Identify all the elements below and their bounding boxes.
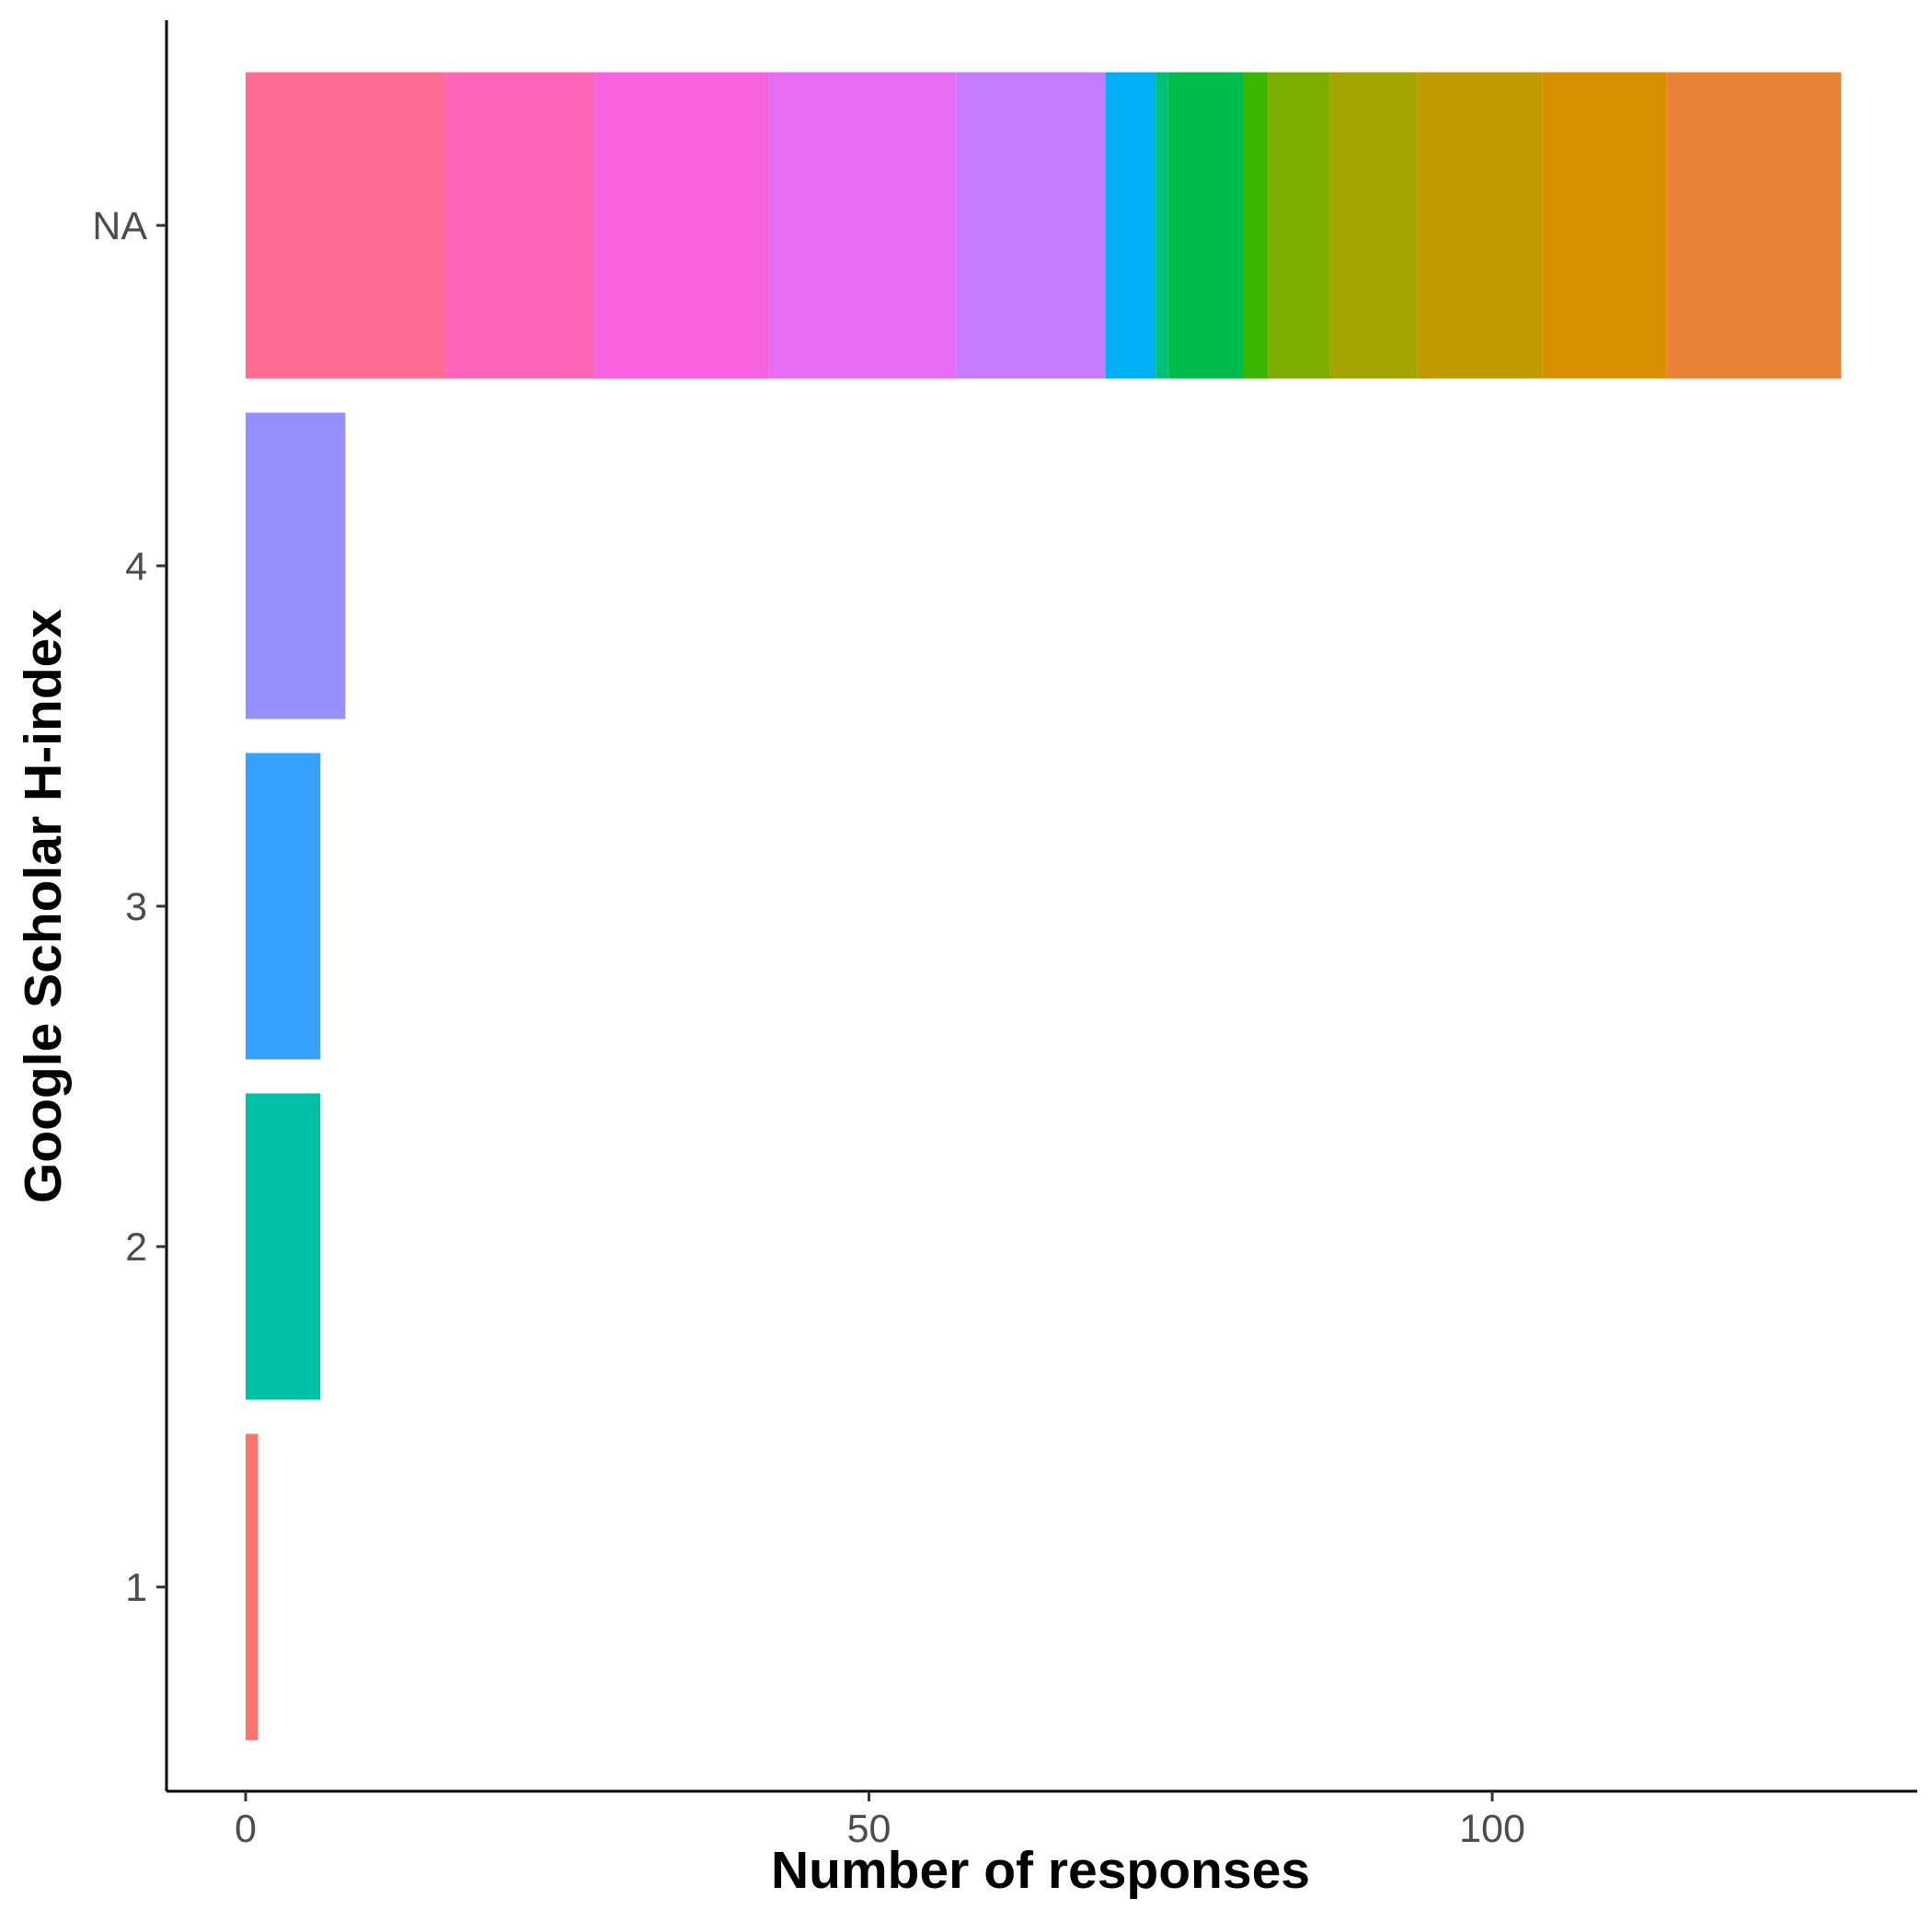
y-axis-title: Google Scholar H-index xyxy=(14,609,73,1203)
y-axis-ticks: 1 2 3 4 NA xyxy=(92,204,167,1610)
bar-segment-3-1 xyxy=(246,753,321,1060)
bar-segment-na-1 xyxy=(246,72,445,379)
bar-segment-na-10 xyxy=(1268,72,1330,379)
bar-segment-na-7 xyxy=(1156,72,1168,379)
y-tick-label: NA xyxy=(92,204,147,248)
bar-segment-na-4 xyxy=(769,72,957,379)
y-tick-label: 4 xyxy=(125,545,147,589)
x-axis-title: Number of responses xyxy=(771,1841,1310,1900)
bar-segment-na-2 xyxy=(444,72,595,379)
bar-segment-na-11 xyxy=(1329,72,1418,379)
y-tick-label: 2 xyxy=(125,1225,147,1270)
bar-segment-na-8 xyxy=(1167,72,1243,379)
x-tick-label: 100 xyxy=(1459,1807,1525,1851)
bar-segment-na-12 xyxy=(1417,72,1543,379)
bar-segment-na-5 xyxy=(956,72,1106,379)
bar-segment-na-3 xyxy=(594,72,770,379)
bar-segment-2-1 xyxy=(246,1093,321,1400)
bar-segment-na-13 xyxy=(1542,72,1667,379)
bar-segment-na-9 xyxy=(1243,72,1269,379)
x-axis-ticks: 0 50 100 xyxy=(235,1791,1525,1851)
y-tick-label: 3 xyxy=(125,885,147,929)
x-tick-label: 0 xyxy=(235,1807,257,1851)
bar-segment-1-1 xyxy=(246,1433,259,1741)
y-tick-label: 1 xyxy=(125,1566,147,1610)
bar-segment-na-14 xyxy=(1666,72,1842,379)
x-tick-label: 50 xyxy=(847,1807,891,1851)
bar-segment-4-1 xyxy=(246,412,346,719)
bars-layer xyxy=(246,72,1842,1741)
bar-segment-na-6 xyxy=(1105,72,1156,379)
